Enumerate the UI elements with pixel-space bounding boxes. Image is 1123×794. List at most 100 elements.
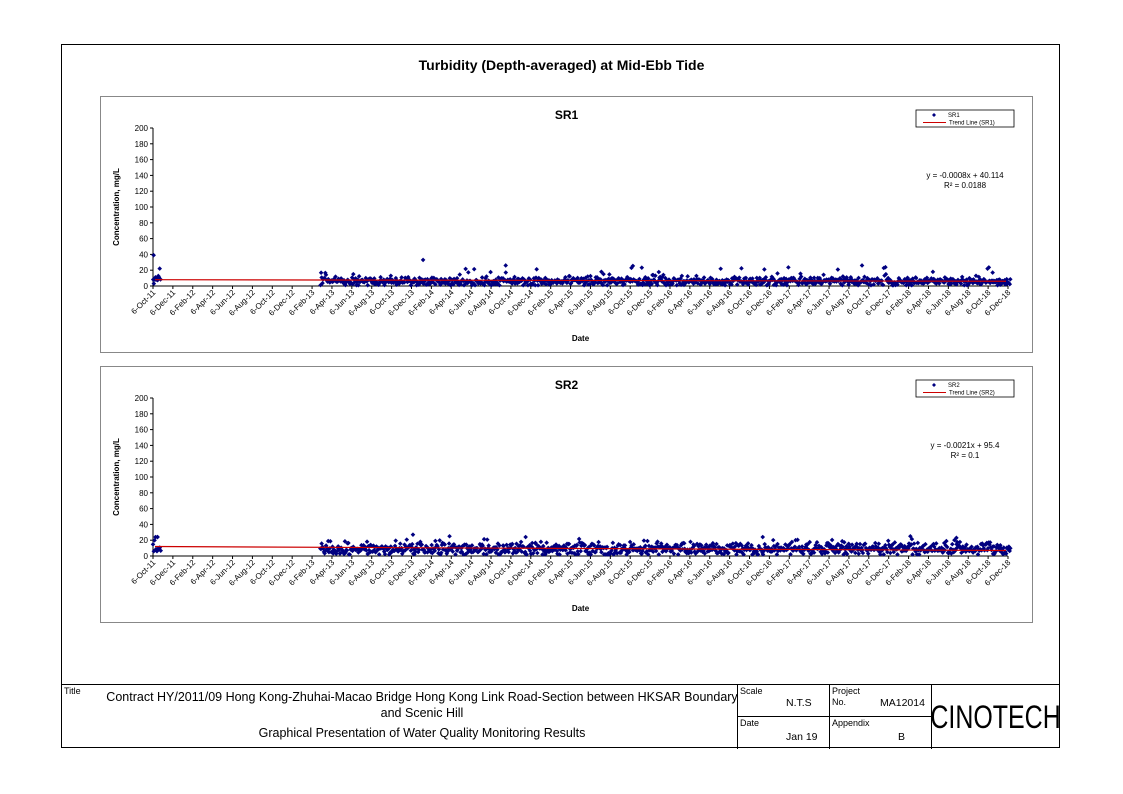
data-point [952,537,957,543]
y-axis-label: Concentration, mg/L [112,438,121,516]
data-point [496,275,501,280]
data-point [429,542,434,548]
data-point [966,281,972,287]
data-point [696,544,701,549]
data-point [488,269,493,275]
data-point [414,282,419,288]
y-tick-label: 120 [135,457,149,466]
data-point [682,278,688,284]
data-point [333,274,338,279]
data-point [455,546,460,552]
data-point [319,541,324,546]
data-point [775,541,780,547]
data-point [466,548,471,554]
data-point [1002,549,1008,555]
data-point [770,537,776,543]
data-point [578,548,584,554]
data-point [930,269,936,275]
data-point [703,542,709,547]
data-point [1001,545,1007,550]
page-frame: Turbidity (Depth-averaged) at Mid-Ebb Ti… [61,44,1061,749]
data-point [567,273,572,279]
data-point [587,550,593,555]
trend-equation: y = -0.0021x + 95.4 [931,441,1000,450]
legend: SR1 Trend Line (SR1) [915,109,1015,128]
data-point [862,541,868,547]
chart-title: SR1 [555,108,579,122]
data-point [702,551,708,556]
data-point [925,280,930,286]
project-cell: Project No. MA12014 [830,685,931,717]
data-point [416,282,422,288]
data-point [769,546,774,551]
data-point [446,541,452,546]
y-tick-label: 60 [139,505,148,514]
data-point [638,281,644,287]
data-point [322,551,327,556]
data-point [934,279,940,285]
data-point [1003,551,1009,556]
data-point [377,280,382,286]
data-point [885,275,891,281]
data-point [344,548,350,553]
data-point [520,276,525,281]
data-point [402,280,407,285]
data-point [931,541,936,547]
data-point [873,543,879,549]
data-point [944,538,949,544]
data-point [983,542,989,547]
y-tick-label: 180 [135,410,149,419]
appendix-value: B [898,731,906,743]
data-point [432,548,438,554]
date-cell: Date Jan 19 [738,717,830,749]
data-point [504,542,509,548]
data-point [740,281,746,287]
project-no-label: No. [832,697,847,707]
data-point [575,549,581,554]
data-point [903,548,909,554]
data-point [876,280,882,286]
data-point [481,536,487,542]
y-tick-label: 0 [144,552,149,561]
chart-title: SR2 [555,378,579,392]
data-point [584,549,590,554]
data-point [814,539,820,545]
data-point [442,542,448,547]
data-point [990,270,995,275]
data-point [607,552,612,557]
data-point [382,282,387,288]
data-point [773,543,779,549]
data-point [384,547,390,553]
data-point [459,549,465,555]
chart-sr1: SR1 0 20 40 60 80 100 120 140 160 180 200 Concentrat… [100,96,1033,353]
data-point [448,282,453,288]
trend-line [154,545,1007,552]
y-tick-label: 200 [135,124,149,133]
data-point [327,546,333,551]
data-point [553,542,559,547]
data-point [900,544,905,550]
data-point [811,275,817,281]
data-point [888,550,893,556]
data-point [948,546,954,552]
data-point [497,282,502,288]
legend: SR2 Trend Line (SR2) [915,379,1015,398]
data-point [655,282,660,288]
data-point [532,282,538,288]
data-point [770,276,776,281]
data-point [954,535,959,541]
data-point [382,551,388,557]
data-point [397,281,402,286]
data-point [484,537,490,542]
data-point [465,280,470,286]
data-point [980,543,986,548]
data-point [1007,277,1013,282]
data-point [944,544,950,550]
data-point [461,552,466,557]
data-point [494,545,499,550]
data-point [472,282,478,288]
data-point [388,273,394,279]
data-point [609,548,614,554]
data-point [859,263,865,268]
data-point [445,281,451,287]
